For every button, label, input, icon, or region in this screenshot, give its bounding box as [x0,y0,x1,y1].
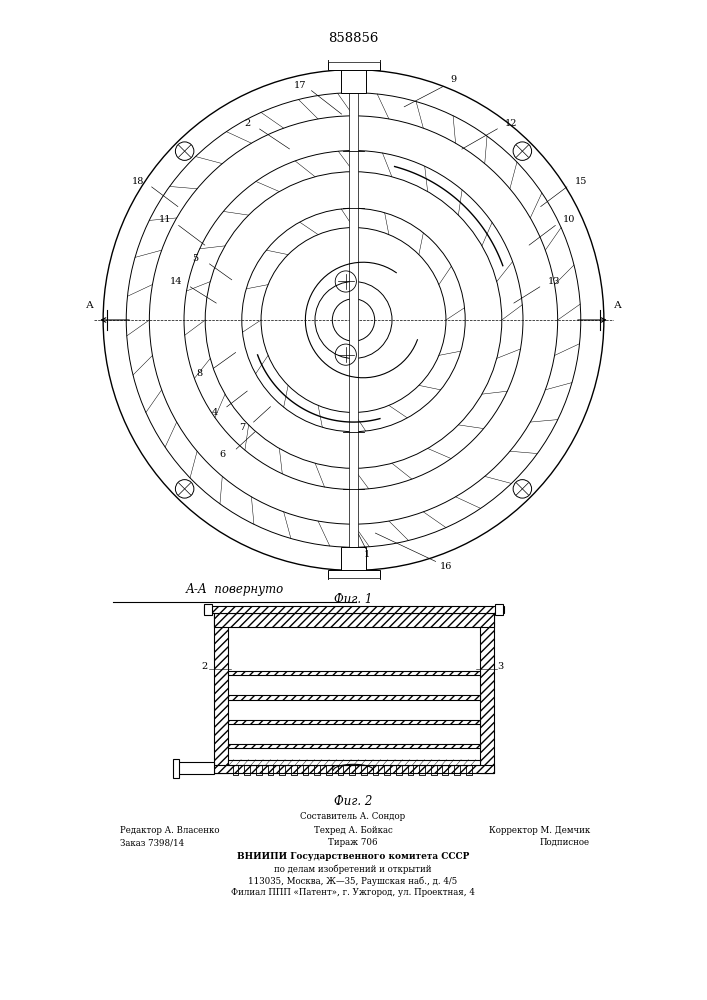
Text: 9: 9 [450,75,457,84]
Bar [214,613,228,773]
Text: Фиг. 1: Фиг. 1 [334,593,373,606]
Text: Филиал ППП «Патент», г. Ужгород, ул. Проектная, 4: Филиал ППП «Патент», г. Ужгород, ул. Про… [231,888,475,897]
Bar [228,744,479,748]
Bar [327,578,380,582]
Text: 2: 2 [201,662,207,671]
Bar [214,765,493,773]
Text: 16: 16 [440,562,452,571]
Text: 113035, Москва, Ж—35, Раушская наб., д. 4/5: 113035, Москва, Ж—35, Раушская наб., д. … [248,876,457,886]
Text: А: А [86,301,93,310]
Text: 17: 17 [293,81,306,90]
Text: Редактор А. Власенко: Редактор А. Власенко [120,826,219,835]
Text: 10: 10 [563,215,575,224]
Text: 3: 3 [498,662,504,671]
Text: Фиг. 2: Фиг. 2 [334,795,373,808]
Bar [327,59,380,70]
Text: 15: 15 [575,177,587,186]
Bar [327,58,380,62]
Text: Тираж 706: Тираж 706 [328,838,378,847]
Text: 2: 2 [245,119,251,128]
Bar [341,66,366,93]
Bar [178,762,214,774]
Bar [204,604,212,615]
Text: 4: 4 [211,408,218,417]
Bar [228,671,479,675]
Text: 5: 5 [192,254,199,263]
Text: Составитель А. Сондор: Составитель А. Сондор [300,812,406,821]
Bar [341,547,366,574]
Bar [228,695,479,700]
Text: Подписное: Подписное [540,838,590,847]
Text: 858856: 858856 [328,32,379,45]
Text: ВНИИПИ Государственного комитета СССР: ВНИИПИ Государственного комитета СССР [237,852,469,861]
Bar [214,613,493,627]
Bar [495,604,503,615]
Bar [173,759,179,778]
Text: 18: 18 [132,177,144,186]
Text: Заказ 7398/14: Заказ 7398/14 [120,838,184,847]
Text: Корректор М. Демчик: Корректор М. Демчик [489,826,590,835]
Text: 14: 14 [170,277,182,286]
Text: А: А [614,301,621,310]
Text: 8: 8 [197,369,202,378]
Text: 12: 12 [506,119,518,128]
Bar [204,606,503,613]
Text: 1: 1 [364,550,370,559]
Bar [228,720,479,724]
Bar [228,760,479,765]
Text: 6: 6 [219,450,226,459]
Bar [349,70,358,570]
Bar [479,613,493,773]
Bar [327,570,380,581]
Text: Техред А. Бойкас: Техред А. Бойкас [314,826,392,835]
Text: А-А  повернуто: А-А повернуто [186,582,284,595]
Text: 13: 13 [547,277,560,286]
Text: по делам изобретений и открытий: по делам изобретений и открытий [274,864,432,874]
Text: 7: 7 [239,423,245,432]
Text: 11: 11 [158,215,171,224]
